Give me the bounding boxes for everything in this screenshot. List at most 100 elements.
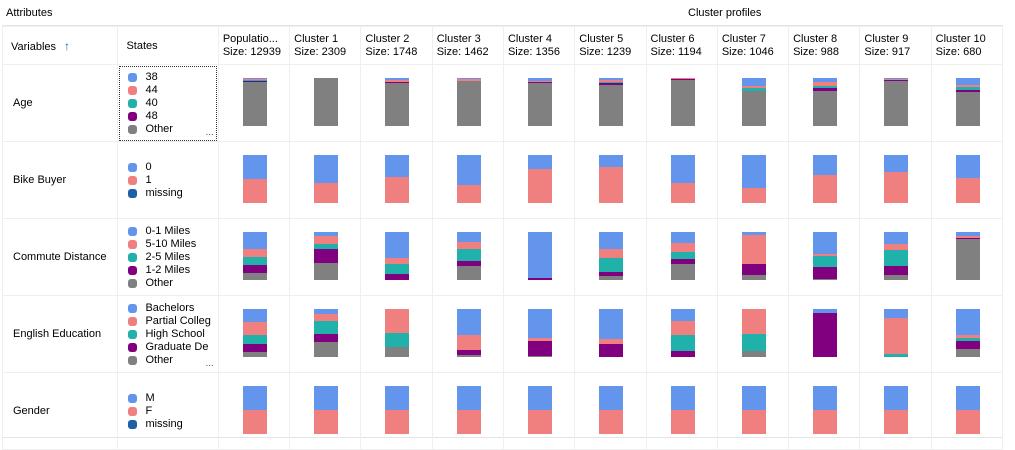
distribution-bar[interactable] bbox=[813, 232, 837, 280]
profile-cell[interactable] bbox=[432, 296, 503, 373]
profile-cell[interactable] bbox=[860, 219, 931, 296]
distribution-bar[interactable] bbox=[956, 232, 980, 280]
profile-cell[interactable] bbox=[860, 296, 931, 373]
profile-cell[interactable] bbox=[503, 296, 574, 373]
distribution-bar[interactable] bbox=[599, 155, 623, 203]
distribution-bar[interactable] bbox=[884, 155, 908, 203]
distribution-bar[interactable] bbox=[385, 78, 409, 126]
profile-cell[interactable] bbox=[503, 219, 574, 296]
profile-cell[interactable] bbox=[361, 219, 432, 296]
distribution-bar[interactable] bbox=[457, 309, 481, 357]
distribution-bar[interactable] bbox=[742, 232, 766, 280]
distribution-bar[interactable] bbox=[742, 309, 766, 357]
distribution-bar[interactable] bbox=[956, 78, 980, 126]
profile-cell[interactable] bbox=[290, 373, 361, 450]
distribution-bar[interactable] bbox=[457, 232, 481, 280]
profile-cell[interactable] bbox=[860, 65, 931, 142]
distribution-bar[interactable] bbox=[528, 386, 552, 434]
distribution-bar[interactable] bbox=[742, 78, 766, 126]
profile-cell[interactable] bbox=[646, 296, 717, 373]
distribution-bar[interactable] bbox=[813, 155, 837, 203]
profile-cell[interactable] bbox=[646, 65, 717, 142]
profile-cell[interactable] bbox=[432, 373, 503, 450]
distribution-bar[interactable] bbox=[314, 386, 338, 434]
profile-cell[interactable] bbox=[218, 219, 289, 296]
distribution-bar[interactable] bbox=[599, 78, 623, 126]
states-column-header[interactable]: States bbox=[118, 27, 218, 65]
profile-cell[interactable] bbox=[503, 65, 574, 142]
distribution-bar[interactable] bbox=[314, 78, 338, 126]
profile-cell[interactable] bbox=[432, 219, 503, 296]
profile-cell[interactable] bbox=[361, 296, 432, 373]
distribution-bar[interactable] bbox=[528, 232, 552, 280]
profile-cell[interactable] bbox=[931, 296, 1002, 373]
profile-cell[interactable] bbox=[860, 373, 931, 450]
distribution-bar[interactable] bbox=[956, 386, 980, 434]
profile-cell[interactable] bbox=[575, 296, 646, 373]
distribution-bar[interactable] bbox=[599, 386, 623, 434]
distribution-bar[interactable] bbox=[671, 232, 695, 280]
distribution-bar[interactable] bbox=[671, 78, 695, 126]
profile-cell[interactable] bbox=[646, 373, 717, 450]
distribution-bar[interactable] bbox=[385, 386, 409, 434]
distribution-bar[interactable] bbox=[599, 232, 623, 280]
distribution-bar[interactable] bbox=[528, 155, 552, 203]
profile-cell[interactable] bbox=[218, 373, 289, 450]
distribution-bar[interactable] bbox=[956, 155, 980, 203]
sort-ascending-icon[interactable]: ↑ bbox=[64, 39, 70, 53]
distribution-bar[interactable] bbox=[528, 309, 552, 357]
profile-cell[interactable] bbox=[290, 65, 361, 142]
distribution-bar[interactable] bbox=[813, 386, 837, 434]
profile-cell[interactable] bbox=[860, 142, 931, 219]
profile-cell[interactable] bbox=[931, 373, 1002, 450]
distribution-bar[interactable] bbox=[671, 155, 695, 203]
profile-cell[interactable] bbox=[931, 65, 1002, 142]
profile-cell[interactable] bbox=[218, 296, 289, 373]
profile-cell[interactable] bbox=[290, 219, 361, 296]
distribution-bar[interactable] bbox=[813, 309, 837, 357]
profile-cell[interactable] bbox=[717, 373, 788, 450]
distribution-bar[interactable] bbox=[385, 232, 409, 280]
profile-cell[interactable] bbox=[575, 373, 646, 450]
profile-cell[interactable] bbox=[432, 65, 503, 142]
distribution-bar[interactable] bbox=[243, 309, 267, 357]
distribution-bar[interactable] bbox=[884, 78, 908, 126]
profile-cell[interactable] bbox=[218, 65, 289, 142]
profile-cell[interactable] bbox=[717, 65, 788, 142]
distribution-bar[interactable] bbox=[457, 155, 481, 203]
profile-cell[interactable] bbox=[789, 373, 860, 450]
profile-cell[interactable] bbox=[931, 219, 1002, 296]
distribution-bar[interactable] bbox=[314, 155, 338, 203]
more-states-ellipsis[interactable]: ... bbox=[206, 127, 214, 138]
distribution-bar[interactable] bbox=[671, 386, 695, 434]
profile-cell[interactable] bbox=[503, 142, 574, 219]
distribution-bar[interactable] bbox=[243, 386, 267, 434]
distribution-bar[interactable] bbox=[671, 309, 695, 357]
profile-cell[interactable] bbox=[361, 65, 432, 142]
more-states-ellipsis[interactable]: ... bbox=[206, 358, 214, 369]
profile-cell[interactable] bbox=[717, 219, 788, 296]
variables-column-header[interactable]: Variables↑ bbox=[3, 27, 118, 65]
profile-cell[interactable] bbox=[575, 219, 646, 296]
profile-cell[interactable] bbox=[503, 373, 574, 450]
distribution-bar[interactable] bbox=[813, 78, 837, 126]
profile-cell[interactable] bbox=[789, 219, 860, 296]
distribution-bar[interactable] bbox=[956, 309, 980, 357]
profile-cell[interactable] bbox=[717, 142, 788, 219]
